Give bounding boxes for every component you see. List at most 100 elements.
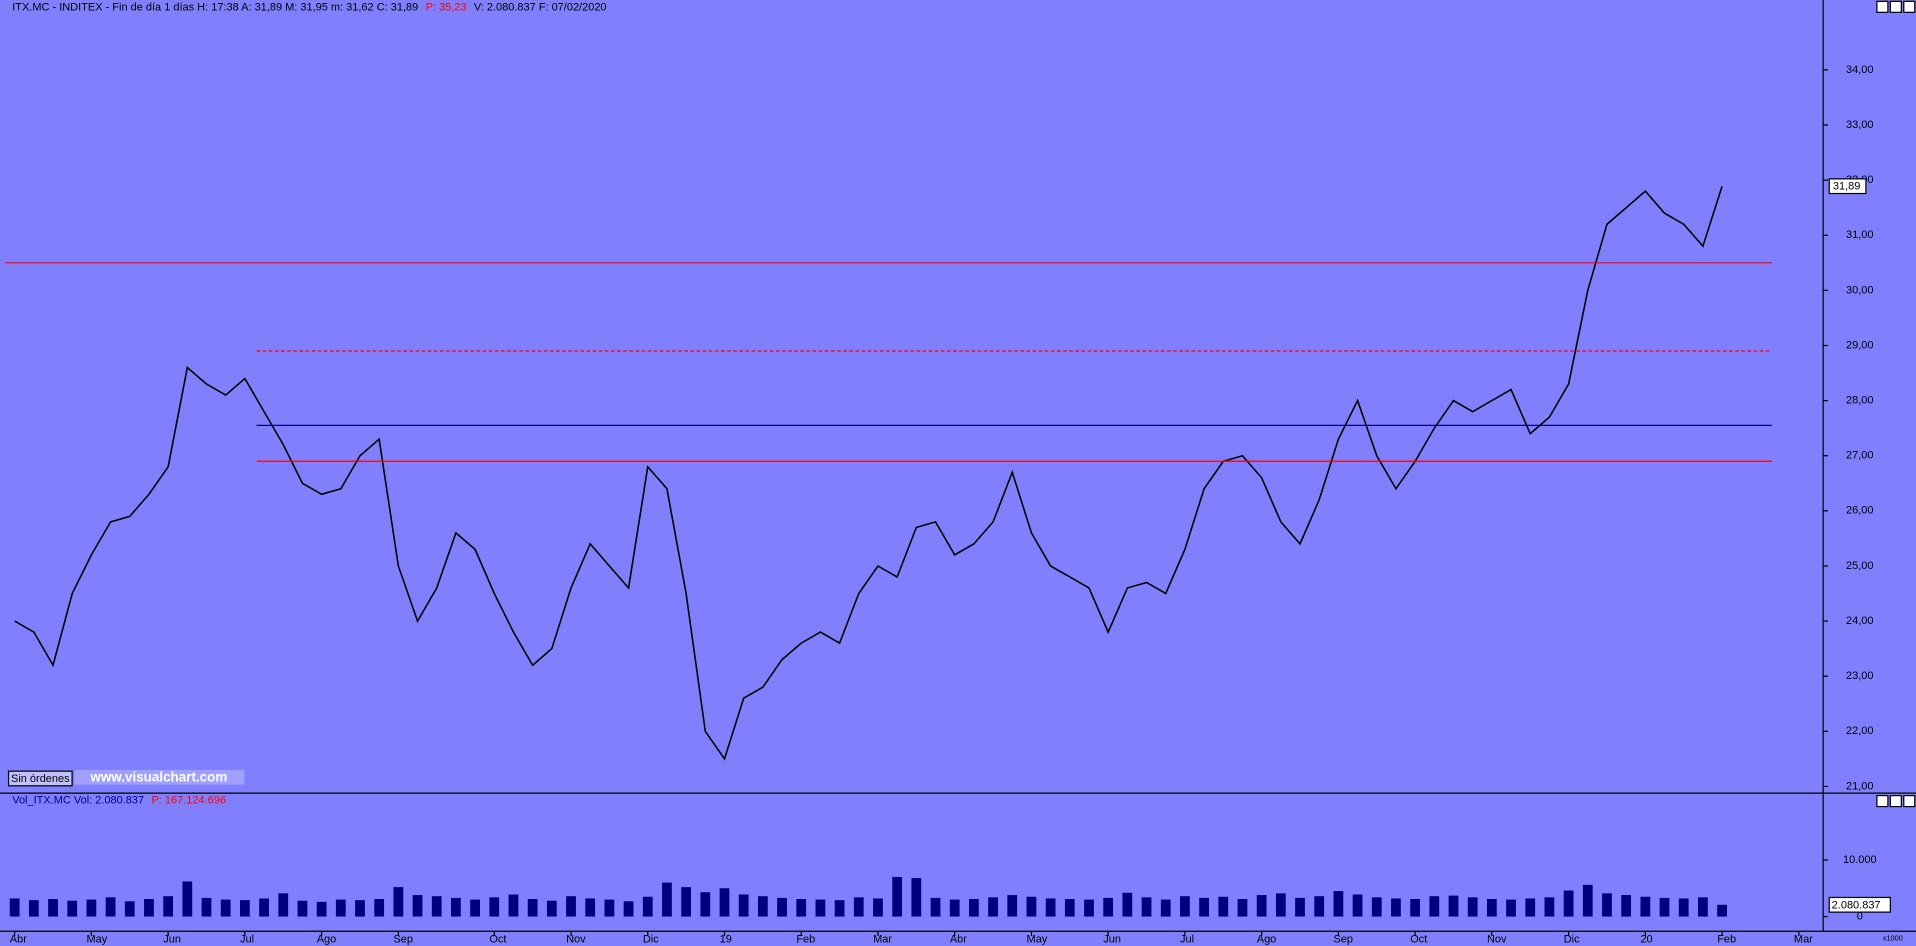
volume-bar xyxy=(144,899,154,917)
x-tick-label: May xyxy=(87,934,108,946)
x-tick-label: Abr xyxy=(950,934,967,946)
volume-bar xyxy=(201,897,212,917)
x-tick-label: Mar xyxy=(1794,934,1813,946)
y-tick-label: 34,00 xyxy=(1846,64,1874,76)
last-value-label: 31,89 xyxy=(1833,181,1861,193)
volume-bar xyxy=(28,900,39,917)
volume-bar xyxy=(489,897,500,917)
maximize-button[interactable] xyxy=(1889,0,1902,13)
y-tick-label: 33,00 xyxy=(1846,119,1874,131)
x-tick-label: Jul xyxy=(1180,934,1194,946)
volume-bar xyxy=(124,901,135,917)
close-button[interactable] xyxy=(1903,794,1916,808)
volume-bar xyxy=(1486,899,1497,917)
y-tick-label: 0 xyxy=(1857,910,1863,922)
volume-bar xyxy=(259,898,269,917)
volume-bar xyxy=(1717,904,1727,917)
volume-bar xyxy=(470,899,480,917)
x-tick-label: May xyxy=(1027,934,1048,946)
volume-bar xyxy=(546,900,557,917)
volume-bar xyxy=(719,888,730,917)
volume-bar xyxy=(393,887,404,917)
x-tick-label: Sep xyxy=(1334,934,1354,946)
y-tick-label: 21,00 xyxy=(1846,780,1874,792)
volume-bar xyxy=(1237,899,1248,917)
volume-bar xyxy=(1659,897,1670,917)
y-tick-label: 24,00 xyxy=(1846,615,1874,627)
y-tick-label: 22,00 xyxy=(1846,725,1874,737)
x-tick-label: Oct xyxy=(1410,934,1427,946)
x-tick-label: Nov xyxy=(566,934,586,946)
volume-bar xyxy=(949,899,960,917)
volume-bar xyxy=(1410,899,1421,917)
volume-bar xyxy=(1199,897,1209,917)
volume-bar xyxy=(1103,897,1114,917)
volume-bar xyxy=(1640,896,1651,917)
x-tick-label: Dic xyxy=(643,934,659,946)
volume-bar xyxy=(1698,897,1708,917)
x-tick-label: Feb xyxy=(1717,934,1736,946)
x-tick-label: Sep xyxy=(393,934,413,946)
volume-bar xyxy=(853,897,864,917)
volume-bar xyxy=(1007,895,1018,917)
volume-bar xyxy=(1314,896,1325,917)
header-part: Vol_ITX.MC Vol: 2.080.837 xyxy=(12,794,144,806)
minimize-button[interactable] xyxy=(1876,0,1889,13)
volume-bar xyxy=(566,896,576,917)
x-tick-label: Dic xyxy=(1564,934,1580,946)
volume-bar xyxy=(431,896,442,917)
x-tick-label: Jun xyxy=(163,934,181,946)
window-buttons[interactable] xyxy=(1876,0,1916,808)
volume-bar xyxy=(1275,893,1286,917)
minimize-button[interactable] xyxy=(1876,794,1889,808)
volume-bar xyxy=(1295,897,1305,917)
volume-bar xyxy=(757,896,768,917)
volume-bar xyxy=(873,898,883,917)
y-tick-label: 30,00 xyxy=(1846,284,1874,296)
volume-bar xyxy=(1218,896,1229,917)
watermark-box xyxy=(74,769,245,785)
volume-bar xyxy=(1333,891,1344,917)
y-tick-label: 23,00 xyxy=(1846,670,1874,682)
x-tick-label: Feb xyxy=(796,934,815,946)
orders-button[interactable] xyxy=(7,770,73,787)
close-button[interactable] xyxy=(1903,0,1916,13)
volume-unit: x1000 xyxy=(1883,933,1903,942)
header-part: V: 2.080.837 F: 07/02/2020 xyxy=(474,1,607,13)
volume-bar xyxy=(1563,890,1574,917)
volume-bar xyxy=(738,894,749,917)
volume-bar xyxy=(1256,895,1267,917)
x-tick-label: Oct xyxy=(489,934,506,946)
volume-bar xyxy=(1506,899,1516,917)
volume-bar xyxy=(585,898,596,917)
volume-bar xyxy=(355,900,365,917)
panel-header: ITX.MC - INDITEX - Fin de día 1 días H: … xyxy=(12,1,606,13)
orders-button-label[interactable]: Sin órdenes xyxy=(11,773,70,785)
header-part: P: 35,23 xyxy=(426,1,467,13)
volume-bar xyxy=(1160,899,1171,917)
volume-bar xyxy=(239,900,250,917)
volume-bar xyxy=(604,899,615,917)
volume-bar xyxy=(1467,897,1478,917)
volume-bar xyxy=(105,897,116,917)
volume-bar xyxy=(834,900,845,917)
volume-bar xyxy=(1621,895,1632,917)
y-tick-label: 25,00 xyxy=(1846,560,1874,572)
x-tick-label: Abr xyxy=(10,934,27,946)
volume-bar xyxy=(1429,896,1440,917)
maximize-button[interactable] xyxy=(1889,794,1902,808)
header-part: ITX.MC - INDITEX - Fin de día 1 días H: … xyxy=(12,1,418,13)
header-part: P: 167.124.696 xyxy=(151,794,226,806)
volume-bar xyxy=(1141,897,1152,917)
last-volume-box xyxy=(1828,896,1891,913)
volume-bar xyxy=(1525,898,1536,917)
x-tick-label: 19 xyxy=(720,934,732,946)
volume-bar xyxy=(508,894,519,917)
volume-bar xyxy=(1448,895,1459,917)
volume-bar xyxy=(1352,894,1363,917)
volume-bar xyxy=(623,901,634,917)
volume-bar xyxy=(1026,896,1037,917)
